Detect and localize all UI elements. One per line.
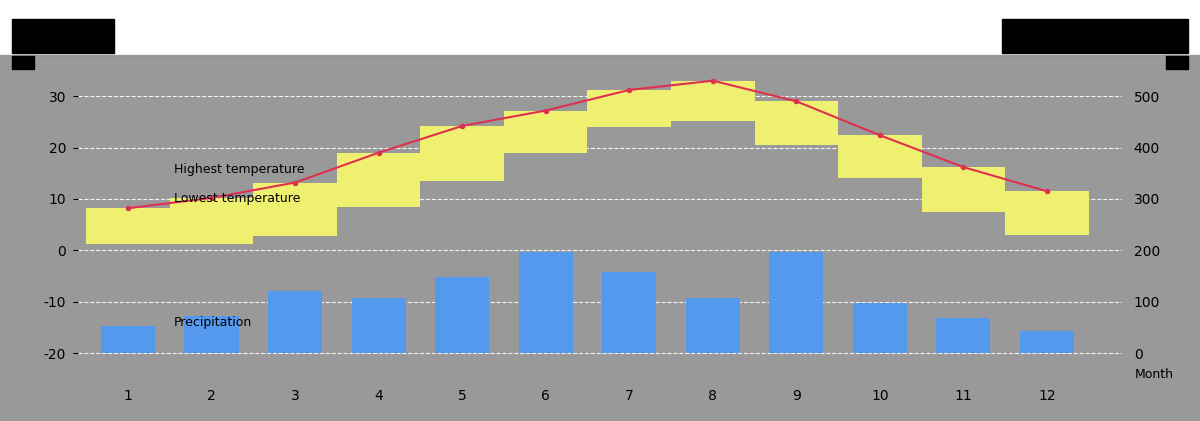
Text: Month: Month <box>1134 368 1174 381</box>
Text: Highest temperature: Highest temperature <box>174 163 305 176</box>
Bar <box>504 111 588 153</box>
Bar <box>253 182 337 236</box>
Bar <box>337 153 420 207</box>
Bar <box>86 208 170 244</box>
Bar <box>671 81 755 121</box>
Bar <box>436 277 490 353</box>
Bar <box>602 272 656 353</box>
Bar <box>685 298 740 353</box>
Bar <box>268 291 323 353</box>
Bar <box>352 298 406 353</box>
Text: Precipitation: Precipitation <box>174 316 252 329</box>
Bar <box>1020 330 1074 353</box>
Bar <box>170 198 253 244</box>
Bar <box>922 167 1006 212</box>
Bar <box>853 303 907 353</box>
Bar <box>518 252 572 353</box>
Bar <box>185 316 239 353</box>
Bar <box>769 252 823 353</box>
Bar <box>1006 191 1088 235</box>
Bar <box>838 135 922 179</box>
Bar <box>755 101 838 145</box>
Bar <box>936 318 990 353</box>
Text: Lowest temperature: Lowest temperature <box>174 192 300 205</box>
Bar <box>101 326 155 353</box>
Bar <box>420 126 504 181</box>
Bar <box>588 90 671 127</box>
